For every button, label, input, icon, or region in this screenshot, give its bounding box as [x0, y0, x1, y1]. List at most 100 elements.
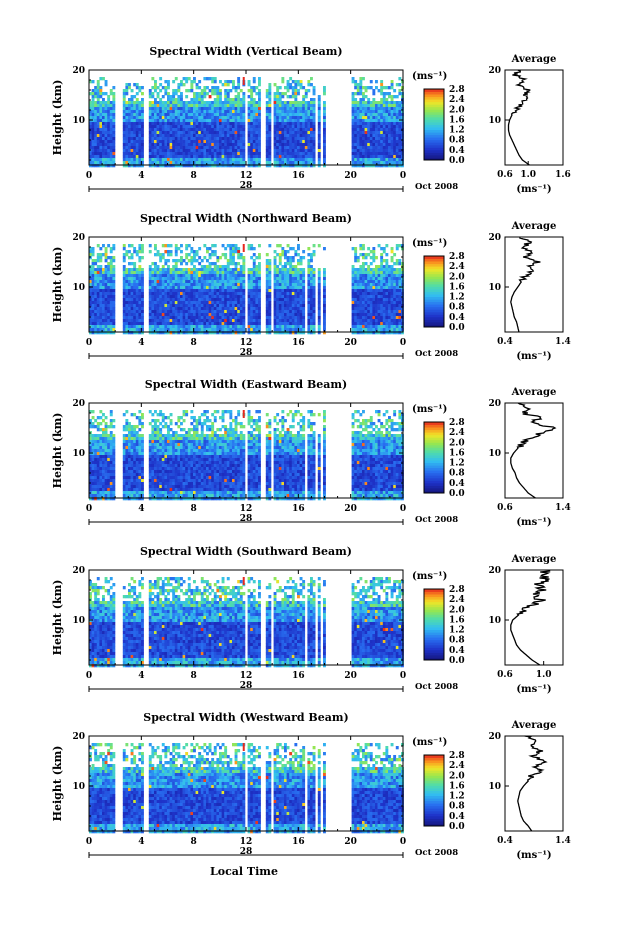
- heatmap-cell: [354, 101, 358, 105]
- heatmap-cell: [237, 289, 241, 293]
- heatmap-cell: [125, 119, 129, 123]
- heatmap-cell: [200, 286, 204, 290]
- heatmap-cell: [226, 274, 230, 278]
- heatmap-cell: [239, 274, 243, 278]
- heatmap-cell: [276, 283, 280, 287]
- heatmap-cell: [364, 86, 368, 90]
- heatmap-cell: [281, 316, 285, 320]
- heatmap-cell: [135, 116, 139, 120]
- heatmap-cell: [367, 289, 371, 293]
- heatmap-cell: [278, 146, 282, 150]
- heatmap-cell: [380, 134, 384, 138]
- heatmap-cell: [258, 116, 261, 120]
- heatmap-cell: [393, 152, 397, 156]
- heatmap-cell: [159, 304, 163, 308]
- heatmap-cell: [135, 277, 139, 281]
- heatmap-cell: [380, 80, 384, 84]
- heatmap-cell: [128, 298, 131, 302]
- heatmap-cell: [278, 128, 282, 132]
- heatmap-cell: [133, 265, 137, 269]
- heatmap-cell: [102, 113, 105, 117]
- heatmap-cell: [377, 89, 381, 93]
- heatmap-cell: [372, 125, 376, 129]
- heatmap-cell: [356, 155, 360, 159]
- heatmap-cell: [239, 328, 243, 332]
- heatmap-cell: [294, 331, 298, 335]
- heatmap-cell: [167, 86, 170, 90]
- heatmap-cell: [268, 280, 272, 284]
- heatmap-cell: [89, 313, 92, 317]
- heatmap-cell: [107, 164, 111, 168]
- heatmap-cell: [96, 319, 100, 323]
- heatmap-cell: [216, 161, 220, 165]
- heatmap-cell: [130, 146, 134, 150]
- heatmap-cell: [237, 110, 241, 114]
- heatmap-cell: [128, 286, 131, 290]
- heatmap-cell: [307, 143, 311, 147]
- heatmap-cell: [252, 325, 256, 329]
- heatmap-cell: [213, 164, 217, 168]
- heatmap-cell: [219, 128, 222, 132]
- heatmap-cell: [317, 310, 321, 314]
- heatmap-cell: [372, 164, 376, 168]
- heatmap-cell: [258, 262, 261, 266]
- heatmap-cell: [203, 298, 207, 302]
- heatmap-cell: [167, 95, 170, 99]
- heatmap-cell: [380, 113, 384, 117]
- heatmap-cell: [377, 140, 381, 144]
- heatmap-cell: [289, 268, 293, 272]
- heatmap-cell: [372, 158, 376, 162]
- heatmap-cell: [242, 307, 246, 311]
- heatmap-cell: [242, 161, 246, 165]
- heatmap-cell: [265, 158, 269, 162]
- heatmap-cell: [247, 158, 251, 162]
- heatmap-cell: [265, 316, 269, 320]
- heatmap-cell: [193, 259, 196, 263]
- heatmap-cell: [354, 283, 358, 287]
- heatmap-cell: [112, 307, 116, 311]
- heatmap-cell: [138, 134, 142, 138]
- heatmap-cell: [141, 128, 144, 132]
- heatmap-cell: [141, 110, 144, 114]
- heatmap-cell: [232, 128, 235, 132]
- heatmap-cell: [99, 119, 103, 123]
- heatmap-cell: [398, 143, 402, 147]
- heatmap-cell: [289, 256, 293, 260]
- colorbar-segment: [424, 127, 444, 130]
- heatmap-cell: [190, 247, 194, 251]
- heatmap-cell: [299, 313, 303, 317]
- heatmap-cell: [133, 149, 137, 153]
- heatmap-cell: [297, 125, 300, 129]
- heatmap-cell: [372, 322, 376, 326]
- heatmap-cell: [273, 256, 277, 260]
- heatmap-cell: [255, 116, 259, 120]
- heatmap-cell: [172, 265, 176, 269]
- heatmap-cell: [356, 295, 360, 299]
- heatmap-cell: [104, 125, 108, 129]
- heatmap-cell: [351, 161, 355, 165]
- heatmap-cell: [242, 110, 246, 114]
- heatmap-cell: [237, 322, 241, 326]
- heatmap-cell: [354, 331, 358, 335]
- heatmap-cell: [211, 89, 215, 93]
- heatmap-cell: [130, 89, 134, 93]
- heatmap-cell: [161, 152, 165, 156]
- heatmap-cell: [133, 280, 137, 284]
- heatmap-cell: [154, 280, 157, 284]
- heatmap-cell: [167, 143, 170, 147]
- heatmap-cell: [354, 256, 358, 260]
- heatmap-cell: [286, 292, 290, 296]
- heatmap-cell: [130, 283, 134, 287]
- heatmap-cell: [299, 113, 303, 117]
- heatmap-cell: [367, 316, 371, 320]
- heatmap-cell: [291, 310, 295, 314]
- heatmap-cell: [278, 280, 282, 284]
- heatmap-cell: [107, 280, 111, 284]
- heatmap-cell: [239, 119, 243, 123]
- heatmap-cell: [193, 119, 196, 123]
- heatmap-cell: [133, 104, 137, 108]
- heatmap-cell: [198, 310, 202, 314]
- heatmap-cell: [258, 146, 261, 150]
- heatmap-cell: [372, 310, 376, 314]
- heatmap-cell: [198, 128, 202, 132]
